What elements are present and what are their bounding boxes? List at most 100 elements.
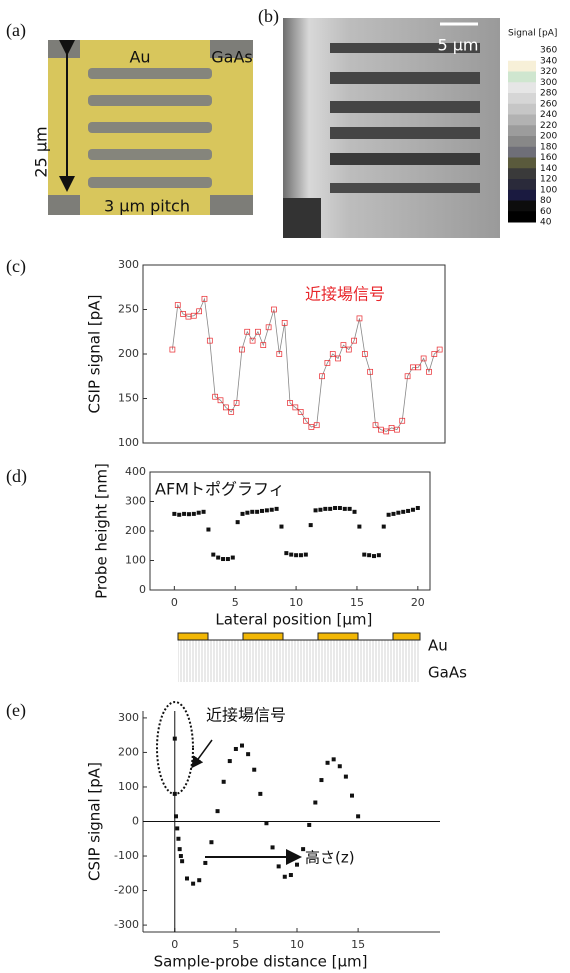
y-tick-label: 250	[118, 303, 139, 316]
colorbar-swatch	[508, 211, 536, 223]
data-point	[258, 791, 263, 796]
y-tick-label: 0	[132, 815, 139, 828]
data-point	[367, 368, 374, 375]
y-tick-label: -300	[114, 918, 139, 931]
data-point	[313, 800, 318, 805]
colorbar-tick-label: 180	[540, 142, 557, 152]
data-point	[325, 760, 330, 765]
data-point	[415, 505, 420, 510]
data-point	[282, 874, 287, 879]
colorbar-swatch	[508, 136, 536, 148]
y-tick-label: 200	[118, 347, 139, 360]
colorbar-swatch	[508, 189, 536, 201]
colorbar-tick-label: 280	[540, 89, 557, 99]
data-point	[376, 553, 381, 558]
data-point	[301, 847, 306, 852]
y-tick-label: -200	[114, 884, 139, 897]
data-point	[381, 524, 386, 529]
label: 25 μm	[32, 126, 51, 177]
data-point	[356, 814, 361, 819]
data-point	[431, 351, 438, 357]
annotation: 高さ(z)	[305, 849, 355, 867]
annotation: AFMトポグラフィ	[155, 480, 285, 499]
data-point	[269, 507, 274, 512]
data-point	[211, 552, 216, 557]
data-point	[401, 509, 406, 514]
colorbar-swatch	[508, 146, 536, 158]
x-tick-label: 5	[232, 596, 239, 609]
micrograph-a: Au GaAs 25 μm 3 μm pitch	[32, 40, 253, 216]
data-point	[178, 854, 183, 859]
x-axis-label: Sample-probe distance [μm]	[154, 953, 368, 971]
colorbar-swatch	[508, 103, 536, 115]
y-axis-label: CSIP signal [pA]	[86, 762, 104, 881]
annotation: 近接場信号	[305, 285, 385, 304]
data-point	[260, 342, 267, 348]
data-point	[436, 346, 443, 353]
y-tick-label: 200	[118, 745, 139, 758]
data-point	[191, 511, 196, 516]
label: GaAs	[211, 48, 252, 67]
colorbar-tick-label: 200	[540, 132, 557, 142]
data-point	[233, 400, 240, 406]
data-point	[264, 508, 269, 513]
data-point	[276, 351, 283, 357]
data-point	[351, 337, 357, 344]
data-point	[410, 507, 415, 512]
plot-frame	[142, 264, 446, 444]
data-point	[295, 862, 299, 867]
x-tick-label: 15	[350, 596, 364, 609]
colorbar-tick-label: 320	[540, 67, 557, 77]
colorbar-tick-label: 80	[540, 196, 552, 206]
y-axis-label: Probe height [nm]	[93, 463, 111, 599]
label: 3 μm pitch	[104, 197, 190, 216]
data-point	[289, 552, 294, 557]
data-point	[240, 511, 245, 516]
data-point	[260, 508, 264, 513]
data-point	[271, 306, 277, 313]
data-point	[190, 312, 197, 319]
data-point	[174, 814, 178, 819]
data-point	[255, 509, 260, 514]
data-point	[177, 847, 182, 852]
colorbar-title: Signal [pA]	[508, 29, 557, 39]
colorbar-swatch	[508, 125, 536, 137]
data-point	[279, 524, 284, 529]
data-point	[367, 553, 372, 558]
data-point	[196, 510, 201, 515]
panel-label: (e)	[6, 700, 26, 721]
data-point	[396, 510, 401, 515]
data-point	[281, 320, 288, 326]
data-point	[343, 774, 348, 779]
data-point	[350, 793, 354, 798]
colorbar: 3603403203002802602402202001801601401201…	[508, 46, 557, 228]
data-point	[255, 328, 261, 335]
annotations-e	[156, 701, 302, 865]
data-point	[426, 368, 432, 375]
colorbar-tick-label: 100	[540, 185, 557, 195]
colorbar-swatch	[508, 179, 536, 191]
y-axis-label: CSIP signal [pA]	[86, 295, 104, 414]
data-point	[308, 523, 313, 528]
x-tick-label: 15	[351, 938, 365, 951]
data-point	[394, 426, 400, 433]
y-tick-label: 300	[125, 495, 146, 508]
colorbar-swatch	[508, 60, 536, 72]
colorbar-tick-label: 140	[540, 164, 557, 174]
y-tick-label: 400	[125, 465, 146, 478]
data-point	[177, 512, 182, 517]
data-point	[172, 791, 177, 796]
colorbar-tick-label: 300	[540, 78, 557, 88]
data-point	[357, 524, 362, 529]
data-point	[230, 555, 235, 560]
colorbar-tick-label: 60	[540, 207, 552, 217]
colorbar-tick-label: 360	[540, 46, 557, 56]
data-point	[209, 840, 214, 845]
data-point	[249, 337, 256, 344]
scale-bar-label: 5 μm	[437, 36, 478, 55]
y-tick-label: 100	[118, 780, 139, 793]
data-point	[228, 409, 235, 415]
colorbar-swatch	[508, 93, 536, 105]
data-point	[331, 757, 336, 762]
